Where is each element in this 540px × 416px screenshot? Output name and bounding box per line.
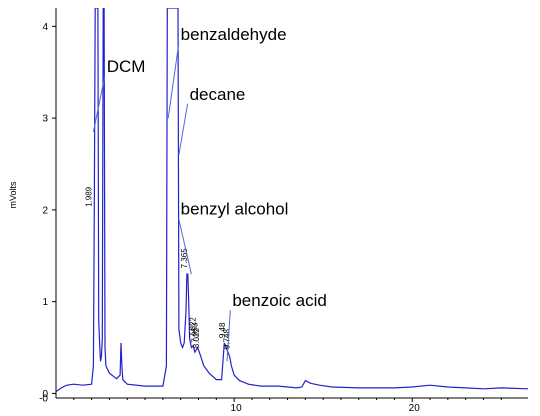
y-tick-label: 0: [42, 389, 48, 400]
y-tick-label-bottom: -0: [39, 394, 48, 405]
x-ticks: 10 20: [73, 398, 502, 414]
x-tick-label: 20: [409, 403, 421, 414]
annotation-pointer: [92, 76, 106, 132]
chromatogram-trace: [56, 8, 528, 393]
retention-time-label: 9.748: [223, 329, 232, 350]
annotation-label: benzaldehyde: [181, 25, 287, 44]
y-axis-label: mVolts: [8, 181, 18, 209]
x-tick-label: 10: [231, 403, 243, 414]
annotations: DCM benzaldehyde decane benzyl alcohol benzo…: [92, 25, 327, 362]
axes: [55, 8, 528, 399]
series-group: [56, 8, 528, 393]
y-tick-label: 2: [42, 205, 48, 216]
annotation-label: decane: [190, 85, 246, 104]
retention-time-label: 9.48: [218, 322, 227, 338]
retention-time-label: 7.822: [188, 317, 197, 338]
annotation-label: benzoic acid: [232, 291, 327, 310]
annotation-pointer: [178, 103, 189, 155]
retention-time-label: 7.953: [191, 322, 200, 343]
annotation-pointer: [226, 310, 231, 362]
annotation-pointer: [178, 218, 192, 275]
y-tick-label: 1: [42, 297, 48, 308]
annotation-label: DCM: [107, 57, 146, 76]
retention-time-label: 7.365: [180, 248, 189, 269]
y-tick-label: 4: [42, 22, 48, 33]
y-ticks: 0 1 2 3 4 -0: [39, 22, 56, 405]
retention-time-label: 8.022: [192, 328, 201, 349]
y-tick-label: 3: [42, 114, 48, 125]
annotation-label: benzyl alcohol: [181, 199, 289, 218]
annotation-pointer: [167, 44, 180, 119]
retention-time-label: 1.989: [85, 186, 94, 207]
